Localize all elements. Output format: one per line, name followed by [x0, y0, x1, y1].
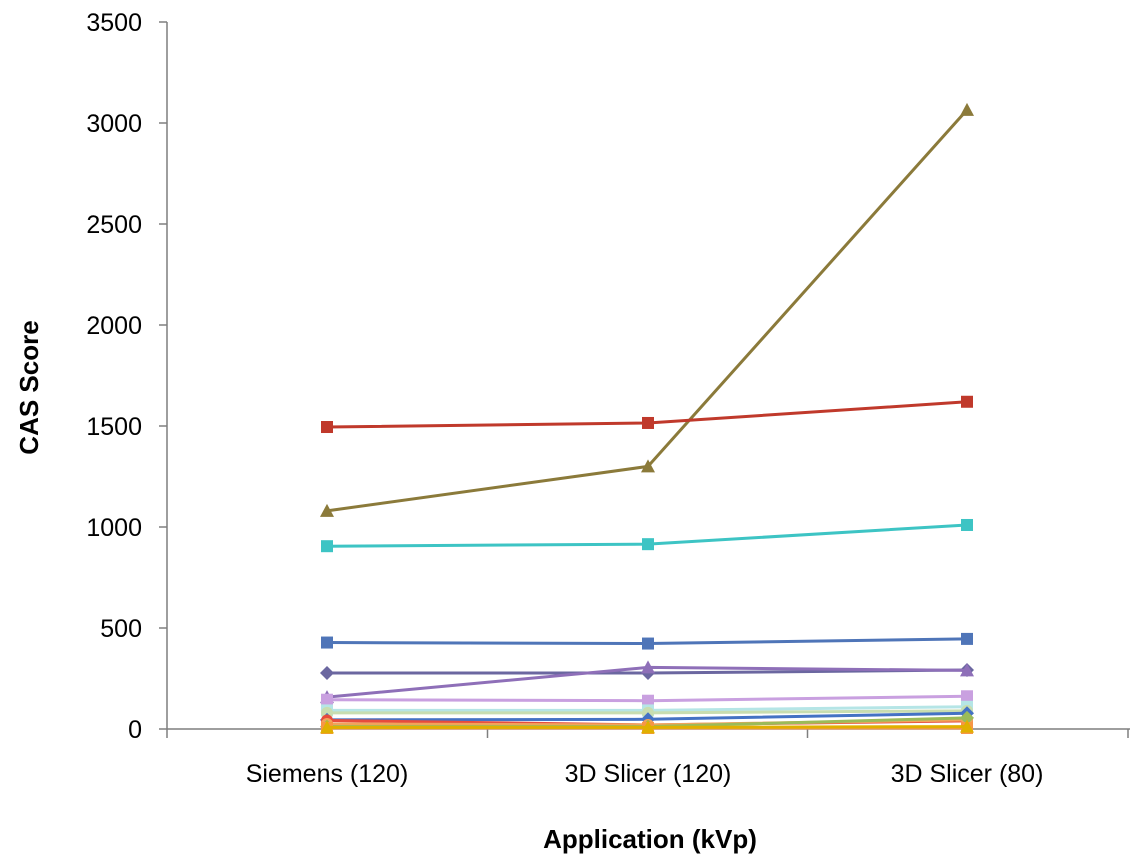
data-point-marker	[960, 719, 974, 733]
x-tick-label: Siemens (120)	[246, 760, 409, 788]
data-point-marker	[641, 660, 655, 674]
data-point-marker	[961, 518, 973, 531]
data-point-marker	[320, 503, 334, 517]
data-point-marker	[960, 710, 974, 725]
data-point-marker	[961, 395, 973, 408]
data-point-marker	[321, 540, 333, 553]
y-tick-label: 3500	[86, 9, 142, 37]
data-point-marker	[960, 102, 974, 116]
data-point-marker	[321, 636, 333, 649]
y-tick-label: 500	[100, 615, 142, 643]
x-tick-label: 3D Slicer (80)	[891, 760, 1044, 788]
y-tick-label: 2500	[86, 211, 142, 239]
chart-axes: 0 500 1000 1500 2000 2500 3000 3500 Siemens (120…	[86, 9, 1130, 788]
y-tick-label: 2000	[86, 312, 142, 340]
data-point-marker	[642, 538, 654, 551]
data-point-marker	[641, 720, 655, 734]
data-point-marker	[961, 690, 973, 703]
y-tick-label: 0	[128, 716, 142, 744]
series-4	[321, 632, 973, 650]
x-axis-title: Application (kVp)	[543, 824, 757, 854]
data-point-marker	[320, 720, 334, 734]
series-3	[321, 518, 973, 553]
data-point-marker	[641, 459, 655, 473]
data-point-marker	[960, 663, 974, 677]
y-tick-label: 1000	[86, 514, 142, 542]
data-point-marker	[642, 416, 654, 429]
data-point-marker	[961, 632, 973, 645]
y-axis-title: CAS Score	[14, 320, 44, 454]
series-15	[320, 719, 974, 734]
series-7	[321, 690, 973, 707]
x-tick-label: 3D Slicer (120)	[565, 760, 732, 788]
series-layer	[320, 102, 974, 734]
data-point-marker	[642, 637, 654, 650]
data-point-marker	[320, 666, 334, 681]
y-tick-label: 1500	[86, 413, 142, 441]
series-2	[321, 395, 973, 434]
series-1	[320, 102, 974, 517]
data-point-marker	[642, 694, 654, 707]
data-point-marker	[321, 693, 333, 706]
y-tick-label: 3000	[86, 110, 142, 138]
data-point-marker	[321, 421, 333, 434]
series-line	[326, 108, 969, 513]
